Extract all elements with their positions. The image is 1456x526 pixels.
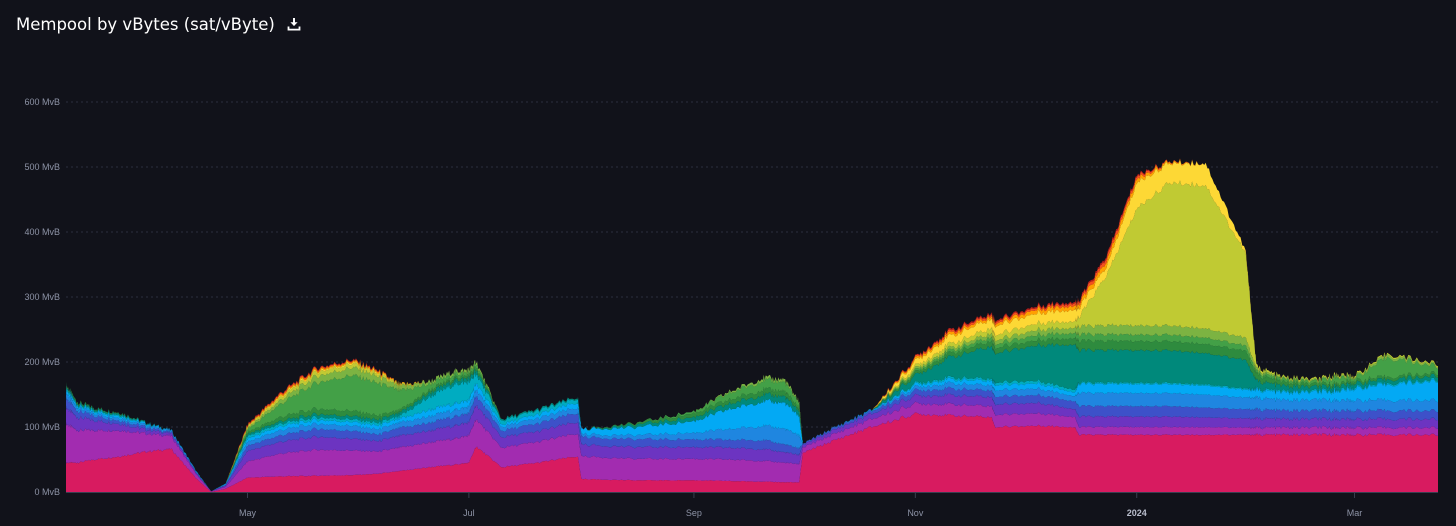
y-tick-label: 0 MvB <box>34 487 60 497</box>
download-icon <box>287 18 301 31</box>
series-area-3 <box>66 386 1438 492</box>
x-tick-label: Sep <box>686 508 702 518</box>
series-area-7 <box>66 342 1438 492</box>
x-tick-label: 2024 <box>1127 508 1147 518</box>
y-tick-label: 500 MvB <box>24 162 60 172</box>
series-area-0 <box>66 412 1438 492</box>
axis-layer: 0 MvB 100 MvB 200 MvB 300 MvB 400 MvB 500 MvB… <box>24 97 1438 518</box>
y-tick-label: 600 MvB <box>24 97 60 107</box>
y-tick-label: 400 MvB <box>24 227 60 237</box>
y-tick-label: 100 MvB <box>24 422 60 432</box>
area-layer <box>66 158 1438 492</box>
y-tick-label: 200 MvB <box>24 357 60 367</box>
chart-title: Mempool by vBytes (sat/vByte) <box>16 14 275 34</box>
series-area-1 <box>66 401 1438 492</box>
x-tick-label: Mar <box>1347 508 1363 518</box>
series-area-9 <box>66 330 1438 492</box>
y-tick-label: 300 MvB <box>24 292 60 302</box>
series-area-2 <box>66 393 1438 492</box>
x-tick-label: Nov <box>907 508 924 518</box>
chart-header: Mempool by vBytes (sat/vByte) <box>16 12 303 36</box>
x-tick-label: Jul <box>463 508 475 518</box>
x-tick-label: May <box>239 508 257 518</box>
series-area-4 <box>66 381 1438 492</box>
series-area-8 <box>66 335 1438 492</box>
download-button[interactable] <box>285 15 303 33</box>
